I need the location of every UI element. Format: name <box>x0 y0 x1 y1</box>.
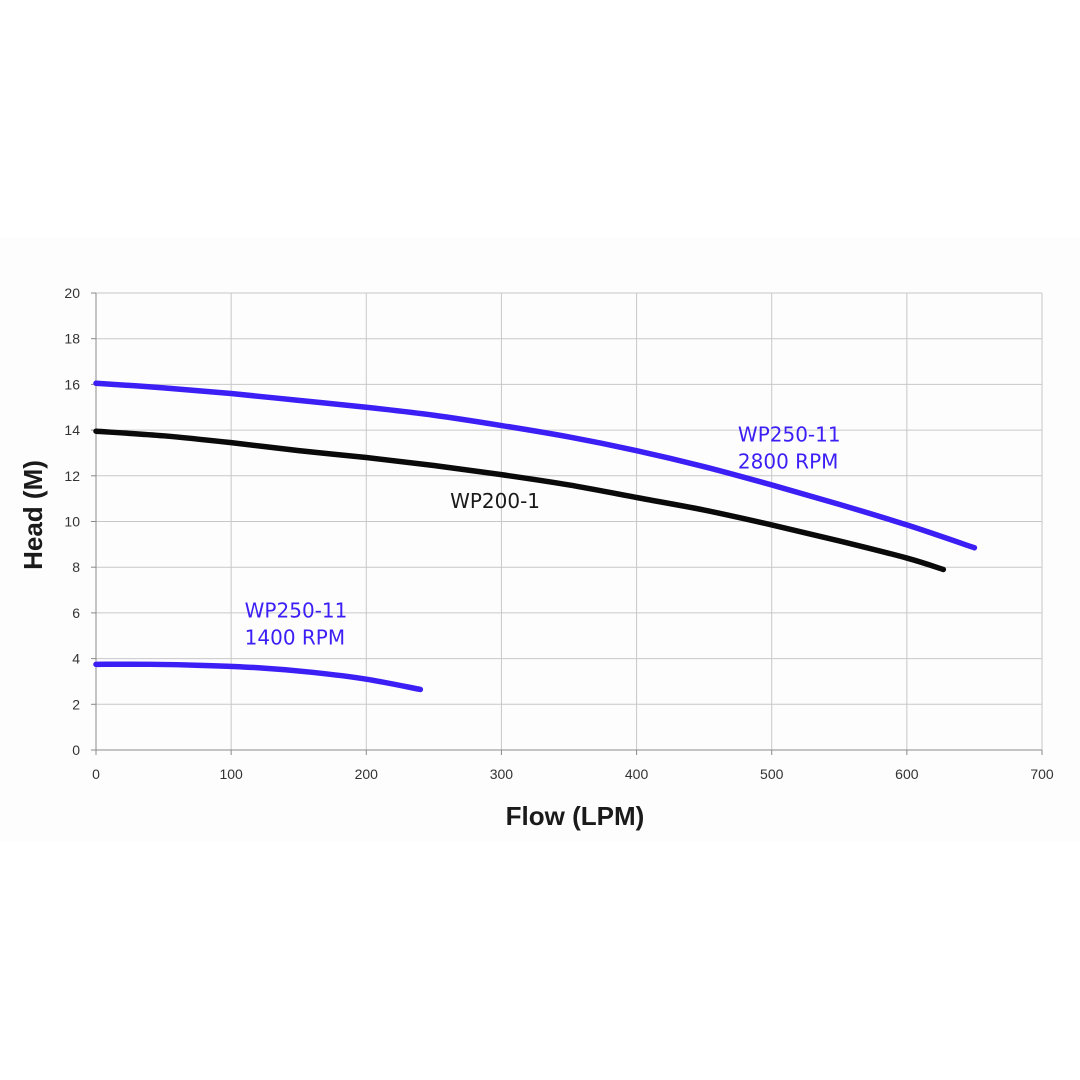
curve-label-3: WP250-11 1400 RPM <box>245 598 348 649</box>
curve-label-1: WP250-11 2800 RPM <box>738 423 841 474</box>
curve-label-line: WP200-1 <box>450 489 540 513</box>
curve-label-line: WP250-11 <box>245 598 348 622</box>
series-line-3 <box>93 661 424 693</box>
x-tick-label: 0 <box>92 766 100 782</box>
x-axis-title: Flow (LPM) <box>506 801 645 831</box>
x-tick-label: 700 <box>1030 766 1054 782</box>
y-tick-label: 0 <box>72 742 80 758</box>
y-tick-label: 6 <box>72 605 80 621</box>
annotations: WP250-11 2800 RPM WP200-1 WP250-11 1400 RPM <box>245 423 841 650</box>
y-tick-label: 20 <box>64 285 80 301</box>
curve-label-2: WP200-1 <box>450 489 540 513</box>
x-tick-label: 300 <box>490 766 514 782</box>
axes: 0 100 200 300 400 500 600 700 0 2 4 6 8 10 12 14 16 18 20 <box>64 285 1053 782</box>
y-tick-label: 16 <box>64 376 80 392</box>
y-tick-label: 2 <box>72 696 80 712</box>
x-tick-label: 200 <box>355 766 379 782</box>
series-group <box>93 380 978 693</box>
x-tick-label: 600 <box>895 766 919 782</box>
x-tick-label: 400 <box>625 766 649 782</box>
y-axis-title: Head (M) <box>18 460 48 570</box>
y-tick-label: 4 <box>72 651 80 667</box>
chart-panel <box>0 237 1080 841</box>
curve-label-line: 2800 RPM <box>738 450 838 474</box>
curve-label-line: WP250-11 <box>738 423 841 447</box>
x-tick-label: 500 <box>760 766 784 782</box>
series-line-2 <box>93 428 947 573</box>
y-tick-label: 8 <box>72 559 80 575</box>
series-line-1 <box>93 380 978 551</box>
y-tick-label: 12 <box>64 468 80 484</box>
curve-label-line: 1400 RPM <box>245 625 345 649</box>
y-tick-label: 14 <box>64 422 80 438</box>
y-tick-label: 10 <box>64 514 80 530</box>
x-tick-label: 100 <box>219 766 243 782</box>
y-tick-label: 18 <box>64 331 80 347</box>
